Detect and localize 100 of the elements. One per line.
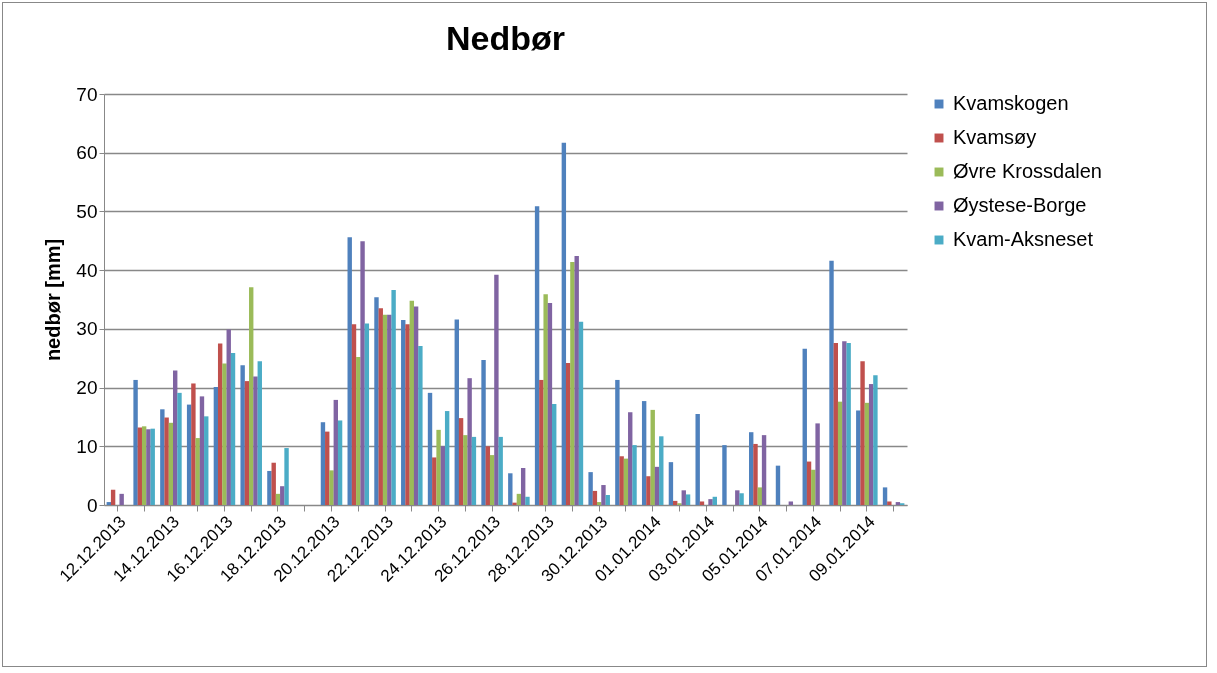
bar <box>427 392 433 505</box>
bar <box>387 314 392 505</box>
bar <box>337 420 343 505</box>
bar <box>454 319 459 505</box>
y-tick-label: 40 <box>76 259 98 281</box>
bar <box>699 501 705 505</box>
bar <box>240 365 245 505</box>
bar <box>753 443 758 505</box>
y-tick-label: 30 <box>76 318 98 340</box>
bar <box>512 502 517 505</box>
bar <box>761 435 767 505</box>
bar <box>596 502 602 505</box>
legend-label: Kvam-Aksneset <box>953 228 1094 250</box>
bar <box>534 206 540 505</box>
bar <box>837 401 843 505</box>
bar <box>382 314 388 505</box>
bar <box>177 392 182 505</box>
bar <box>574 256 579 505</box>
bar <box>623 458 629 505</box>
bar <box>806 461 812 505</box>
bar <box>842 341 847 505</box>
bar <box>605 495 610 505</box>
y-tick-label: 50 <box>76 200 98 222</box>
bar <box>552 404 557 505</box>
bar <box>868 384 874 505</box>
bar <box>137 427 143 505</box>
bar <box>788 501 794 505</box>
bar <box>280 486 285 505</box>
bar <box>802 348 807 505</box>
bar <box>471 436 477 505</box>
y-tick-label: 70 <box>76 83 98 105</box>
bar <box>578 321 584 505</box>
bar <box>374 297 379 505</box>
bar <box>432 457 437 505</box>
bar <box>650 409 655 505</box>
bar <box>588 472 593 505</box>
bar <box>494 274 499 505</box>
bar <box>654 466 660 505</box>
bar <box>226 329 231 505</box>
bar <box>333 399 338 505</box>
bar <box>685 494 691 505</box>
bar <box>199 396 205 505</box>
bar <box>833 342 838 505</box>
bar <box>749 432 754 505</box>
bar <box>739 493 744 505</box>
bar <box>829 260 834 505</box>
bar <box>887 501 892 505</box>
bar <box>570 261 575 505</box>
bar <box>695 413 700 505</box>
bar <box>846 342 851 505</box>
bar <box>815 423 820 505</box>
bar <box>628 412 633 505</box>
bar <box>271 462 276 505</box>
bar <box>257 361 262 505</box>
bar <box>168 422 174 505</box>
bar <box>882 487 888 505</box>
bar <box>217 343 223 505</box>
y-tick-label: 60 <box>76 142 98 164</box>
bar <box>561 142 567 505</box>
bar <box>249 287 254 505</box>
bar <box>757 487 762 505</box>
bar <box>230 352 236 505</box>
bar <box>378 308 383 505</box>
bar <box>401 320 406 505</box>
y-tick-label: 10 <box>76 435 98 457</box>
bar <box>360 241 365 505</box>
bar <box>191 383 196 505</box>
y-axis-title: nedbør [mm] <box>42 238 65 362</box>
bar <box>413 306 419 505</box>
bar <box>444 411 450 505</box>
bar <box>106 502 112 505</box>
bar <box>615 379 620 505</box>
bar <box>668 462 674 505</box>
bar <box>119 493 124 505</box>
bar <box>409 300 415 505</box>
bar <box>173 370 178 505</box>
bar <box>440 446 446 505</box>
bar <box>873 375 878 505</box>
bar <box>520 468 526 505</box>
bar <box>864 402 870 505</box>
bar <box>681 490 686 505</box>
bar <box>547 303 553 505</box>
bar <box>592 490 598 505</box>
bar <box>351 324 357 505</box>
bar <box>722 445 727 505</box>
bar <box>141 426 147 505</box>
bar <box>160 409 165 505</box>
bar <box>418 345 423 505</box>
legend-label: Øystese-Borge <box>953 194 1087 216</box>
bar <box>467 378 472 505</box>
bar <box>320 422 326 505</box>
bar <box>485 446 491 505</box>
bar <box>222 363 227 505</box>
bar <box>405 324 410 505</box>
legend-label: Kvamskogen <box>953 92 1069 114</box>
bar <box>619 456 624 505</box>
bar <box>356 357 361 505</box>
bar <box>391 290 396 505</box>
bar <box>708 499 713 505</box>
bar <box>133 379 138 505</box>
